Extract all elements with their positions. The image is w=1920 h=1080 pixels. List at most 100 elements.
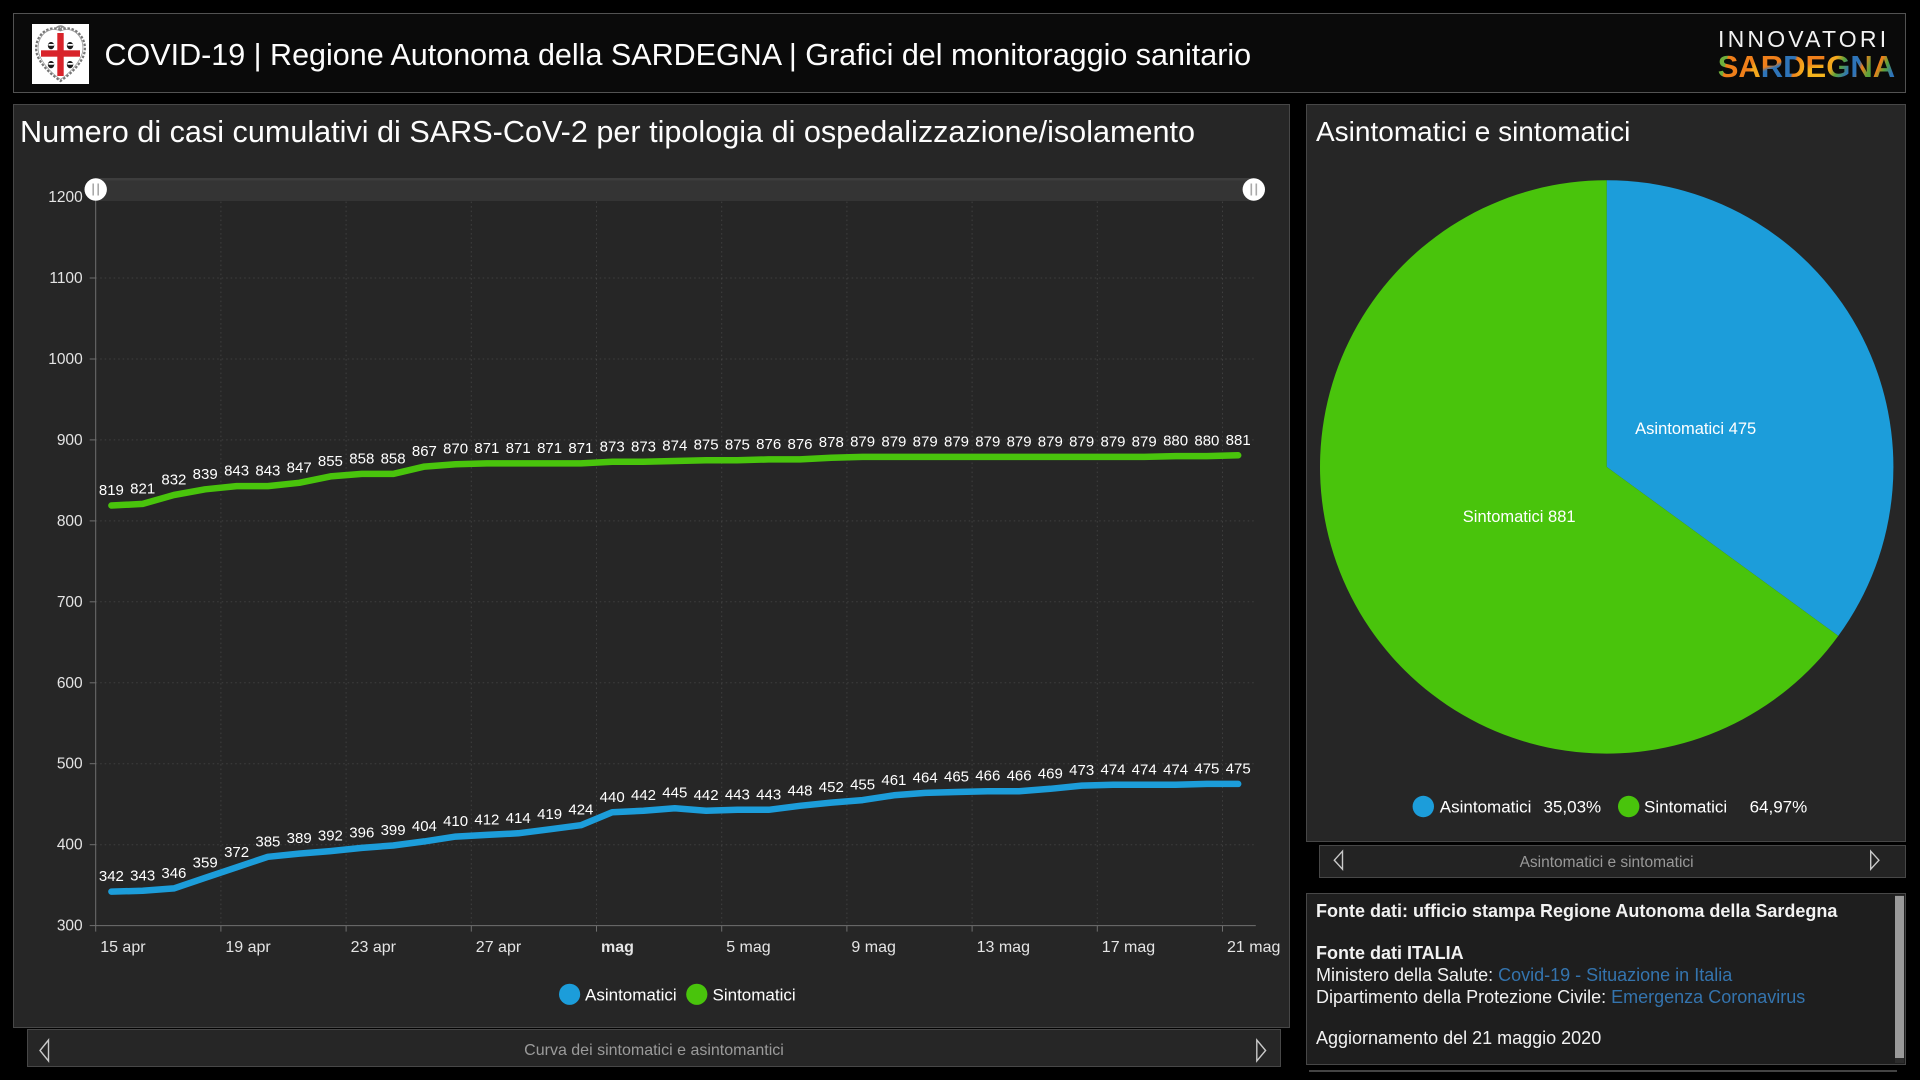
svg-text:455: 455 xyxy=(850,777,875,794)
svg-text:879: 879 xyxy=(1132,433,1157,450)
svg-text:440: 440 xyxy=(600,789,625,806)
svg-text:414: 414 xyxy=(506,810,531,827)
svg-text:847: 847 xyxy=(287,459,312,476)
svg-text:359: 359 xyxy=(193,854,218,871)
svg-text:Asintomatici 475: Asintomatici 475 xyxy=(1635,420,1756,438)
svg-text:843: 843 xyxy=(255,463,280,480)
svg-text:Asintomatici e sintomatici: Asintomatici e sintomatici xyxy=(1520,854,1694,871)
svg-text:443: 443 xyxy=(756,786,781,803)
svg-text:843: 843 xyxy=(224,463,249,480)
svg-text:Sintomatici: Sintomatici xyxy=(1644,798,1727,817)
svg-text:448: 448 xyxy=(787,782,812,799)
svg-text:396: 396 xyxy=(349,824,374,841)
svg-text:878: 878 xyxy=(819,434,844,451)
svg-text:871: 871 xyxy=(474,440,499,457)
svg-text:464: 464 xyxy=(913,769,938,786)
svg-text:832: 832 xyxy=(161,472,186,489)
svg-text:871: 871 xyxy=(506,440,531,457)
svg-text:399: 399 xyxy=(381,822,406,839)
svg-text:879: 879 xyxy=(1100,433,1125,450)
svg-text:819: 819 xyxy=(99,482,124,499)
svg-text:372: 372 xyxy=(224,844,249,861)
svg-text:Asintomatici: Asintomatici xyxy=(585,986,677,1005)
svg-text:1100: 1100 xyxy=(49,270,83,287)
svg-text:442: 442 xyxy=(631,787,656,804)
svg-text:389: 389 xyxy=(287,830,312,847)
svg-text:9 mag: 9 mag xyxy=(851,939,895,956)
svg-text:5 mag: 5 mag xyxy=(726,939,770,956)
svg-text:342: 342 xyxy=(99,868,124,885)
svg-text:466: 466 xyxy=(1007,768,1032,785)
svg-text:19 apr: 19 apr xyxy=(225,939,271,956)
svg-text:452: 452 xyxy=(819,779,844,796)
svg-text:800: 800 xyxy=(57,513,83,530)
svg-text:475: 475 xyxy=(1194,760,1219,777)
svg-text:404: 404 xyxy=(412,818,437,835)
svg-text:461: 461 xyxy=(881,772,906,789)
svg-text:839: 839 xyxy=(193,466,218,483)
svg-text:385: 385 xyxy=(255,833,280,850)
svg-text:469: 469 xyxy=(1038,765,1063,782)
svg-text:874: 874 xyxy=(662,438,687,455)
svg-text:880: 880 xyxy=(1163,433,1188,450)
svg-text:419: 419 xyxy=(537,806,562,823)
svg-text:1200: 1200 xyxy=(48,189,83,206)
svg-text:871: 871 xyxy=(537,440,562,457)
svg-text:64,97%: 64,97% xyxy=(1750,798,1808,817)
svg-text:875: 875 xyxy=(694,437,719,454)
svg-text:879: 879 xyxy=(1007,433,1032,450)
svg-text:500: 500 xyxy=(57,756,83,773)
svg-text:876: 876 xyxy=(756,436,781,453)
svg-text:412: 412 xyxy=(474,811,499,828)
svg-text:475: 475 xyxy=(1226,760,1251,777)
svg-text:879: 879 xyxy=(850,433,875,450)
svg-text:474: 474 xyxy=(1163,761,1188,778)
svg-text:mag: mag xyxy=(601,939,634,956)
svg-text:871: 871 xyxy=(568,440,593,457)
svg-text:21 mag: 21 mag xyxy=(1227,939,1280,956)
svg-text:879: 879 xyxy=(913,433,938,450)
svg-text:23 apr: 23 apr xyxy=(351,939,397,956)
svg-text:Sintomatici 881: Sintomatici 881 xyxy=(1463,508,1576,526)
svg-text:881: 881 xyxy=(1226,432,1251,449)
svg-text:15 apr: 15 apr xyxy=(100,939,146,956)
svg-text:474: 474 xyxy=(1100,761,1125,778)
svg-text:346: 346 xyxy=(161,865,186,882)
svg-text:880: 880 xyxy=(1194,433,1219,450)
svg-text:867: 867 xyxy=(412,443,437,460)
svg-text:900: 900 xyxy=(57,432,83,449)
svg-text:875: 875 xyxy=(725,437,750,454)
svg-text:424: 424 xyxy=(568,802,593,819)
svg-text:300: 300 xyxy=(57,918,83,935)
svg-text:879: 879 xyxy=(944,433,969,450)
svg-text:858: 858 xyxy=(349,450,374,467)
svg-text:445: 445 xyxy=(662,785,687,802)
svg-text:27 apr: 27 apr xyxy=(476,939,522,956)
svg-text:600: 600 xyxy=(57,675,83,692)
svg-text:821: 821 xyxy=(130,480,155,497)
svg-text:17 mag: 17 mag xyxy=(1102,939,1155,956)
svg-text:466: 466 xyxy=(975,768,1000,785)
svg-text:879: 879 xyxy=(881,433,906,450)
svg-text:Asintomatici: Asintomatici xyxy=(1440,798,1532,817)
svg-text:855: 855 xyxy=(318,453,343,470)
svg-text:392: 392 xyxy=(318,828,343,845)
svg-text:873: 873 xyxy=(600,438,625,455)
svg-text:879: 879 xyxy=(1038,433,1063,450)
svg-text:400: 400 xyxy=(57,837,83,854)
svg-text:465: 465 xyxy=(944,769,969,786)
svg-text:35,03%: 35,03% xyxy=(1544,798,1602,817)
svg-text:1000: 1000 xyxy=(48,351,83,368)
svg-text:474: 474 xyxy=(1132,761,1157,778)
svg-text:442: 442 xyxy=(694,787,719,804)
svg-text:13 mag: 13 mag xyxy=(977,939,1030,956)
svg-text:443: 443 xyxy=(725,786,750,803)
svg-text:343: 343 xyxy=(130,867,155,884)
svg-text:Curva dei sintomatici e asinto: Curva dei sintomatici e asintomantici xyxy=(524,1042,784,1059)
svg-text:876: 876 xyxy=(787,436,812,453)
svg-text:879: 879 xyxy=(1069,433,1094,450)
svg-text:879: 879 xyxy=(975,433,1000,450)
svg-text:473: 473 xyxy=(1069,762,1094,779)
svg-text:858: 858 xyxy=(381,450,406,467)
svg-text:Sintomatici: Sintomatici xyxy=(713,986,796,1005)
